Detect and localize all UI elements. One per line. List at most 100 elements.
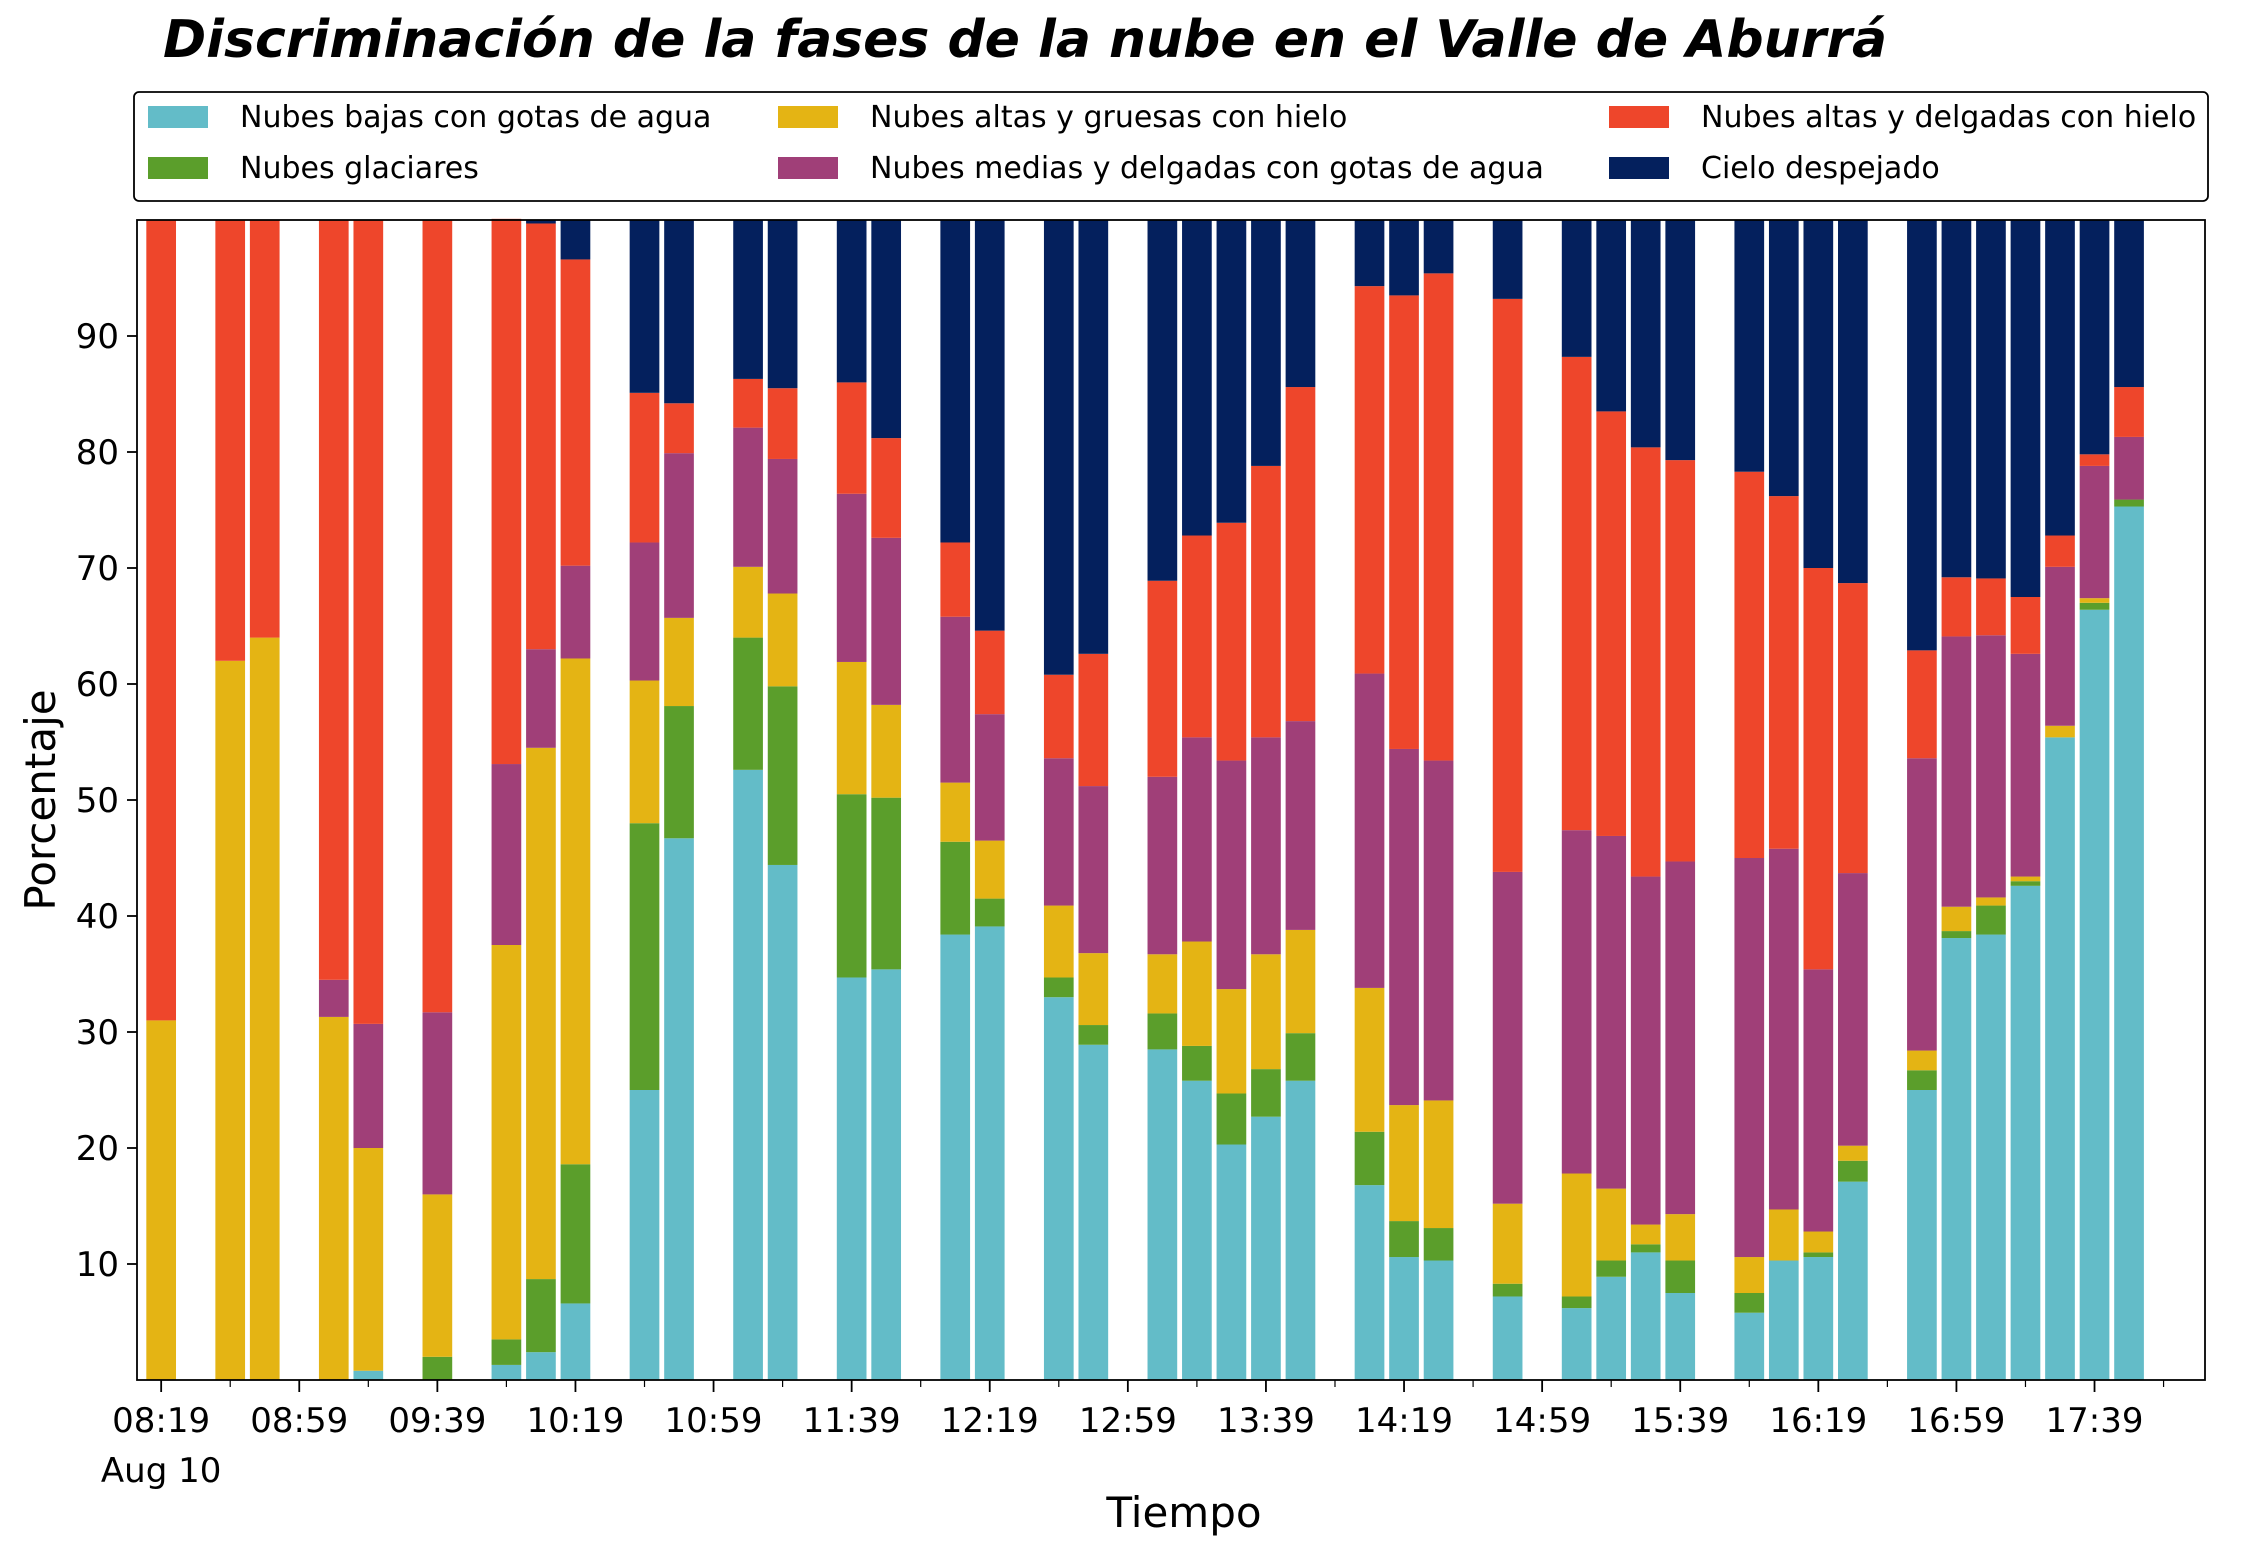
bar-segment-nubes-bajas-con-gotas-de-agua bbox=[353, 1370, 384, 1380]
legend-items: Nubes bajas con gotas de agua Nubes glaci… bbox=[148, 100, 2196, 186]
bar-group-1309 bbox=[1147, 220, 1178, 1380]
bar-group-1749 bbox=[2114, 220, 2144, 1380]
x-tick-label: 12:19 bbox=[941, 1401, 1039, 1441]
bar-segment-nubes-altas-y-gruesas-con-hielo bbox=[1803, 1231, 1834, 1253]
bar-segment-nubes-altas-y-delgadas-con-hielo bbox=[1182, 535, 1212, 738]
y-tick-label: 30 bbox=[76, 1013, 119, 1053]
x-tick-label: 16:59 bbox=[1907, 1401, 2005, 1441]
bar-segment-nubes-altas-y-delgadas-con-hielo bbox=[664, 403, 694, 454]
bar-segment-nubes-medias-y-delgadas-con-gotas-de-agua bbox=[1976, 635, 2006, 898]
bar-segment-nubes-medias-y-delgadas-con-gotas-de-agua bbox=[1665, 861, 1696, 1215]
legend: Nubes bajas con gotas de agua Nubes glaci… bbox=[133, 91, 2209, 202]
bar-group-1739 bbox=[2079, 220, 2110, 1380]
bar-segment-nubes-altas-y-delgadas-con-hielo bbox=[733, 378, 763, 428]
bar-segment-nubes-bajas-con-gotas-de-agua bbox=[1734, 1312, 1765, 1380]
bar-segment-nubes-bajas-con-gotas-de-agua bbox=[1147, 1049, 1178, 1380]
legend-label: Nubes glaciares bbox=[240, 151, 479, 186]
bar-segment-nubes-altas-y-delgadas-con-hielo bbox=[1147, 580, 1178, 777]
bar-segment-cielo-despejado bbox=[2114, 220, 2144, 388]
legend-swatch bbox=[1609, 157, 1669, 179]
bar-segment-nubes-altas-y-delgadas-con-hielo bbox=[2045, 535, 2075, 567]
bar-segment-nubes-altas-y-delgadas-con-hielo bbox=[1803, 568, 1834, 970]
bar-group-1109 bbox=[733, 220, 763, 1380]
bar-group-0939 bbox=[422, 220, 453, 1380]
x-axis: 08:19 08:59 09:39 10:19 10:59 11:39 12:19 12:59… bbox=[101, 1380, 2165, 1491]
y-tick-label: 20 bbox=[76, 1129, 119, 1169]
bar-segment-nubes-altas-y-gruesas-con-hielo bbox=[1665, 1214, 1696, 1261]
bar-segment-nubes-altas-y-delgadas-con-hielo bbox=[836, 382, 867, 494]
bar-segment-nubes-medias-y-delgadas-con-gotas-de-agua bbox=[1078, 786, 1109, 954]
bar-segment-nubes-bajas-con-gotas-de-agua bbox=[1561, 1308, 1592, 1380]
bar-group-0819 bbox=[146, 220, 177, 1380]
bar-segment-nubes-altas-y-delgadas-con-hielo bbox=[146, 220, 177, 1021]
bar-segment-nubes-glaciares bbox=[2114, 499, 2144, 507]
bar-group-1419 bbox=[1389, 220, 1419, 1380]
bar-segment-cielo-despejado bbox=[1665, 220, 1696, 461]
bar-segment-nubes-altas-y-delgadas-con-hielo bbox=[1078, 653, 1109, 787]
bar-group-1319 bbox=[1182, 220, 1212, 1380]
bar-segment-cielo-despejado bbox=[1078, 220, 1109, 654]
bar-segment-nubes-altas-y-gruesas-con-hielo bbox=[1976, 897, 2006, 906]
bar-segment-nubes-bajas-con-gotas-de-agua bbox=[1838, 1181, 1868, 1380]
bar-segment-nubes-bajas-con-gotas-de-agua bbox=[1803, 1257, 1834, 1380]
bar-group-1139 bbox=[836, 220, 867, 1380]
legend-entry-nubes-bajas-con-gotas-de-agua: Nubes bajas con gotas de agua bbox=[148, 100, 711, 135]
bar-segment-nubes-altas-y-gruesas-con-hielo bbox=[1078, 953, 1109, 1026]
bar-segment-nubes-bajas-con-gotas-de-agua bbox=[1630, 1252, 1661, 1380]
bar-segment-nubes-bajas-con-gotas-de-agua bbox=[2114, 506, 2144, 1380]
bar-segment-nubes-altas-y-gruesas-con-hielo bbox=[422, 1194, 453, 1357]
bar-segment-nubes-bajas-con-gotas-de-agua bbox=[1907, 1090, 1937, 1380]
bar-segment-cielo-despejado bbox=[1596, 220, 1627, 412]
bar-segment-nubes-medias-y-delgadas-con-gotas-de-agua bbox=[1734, 858, 1765, 1258]
y-tick-label: 60 bbox=[76, 665, 119, 705]
bar-segment-nubes-altas-y-delgadas-con-hielo bbox=[629, 392, 660, 543]
bar-segment-nubes-glaciares bbox=[1423, 1228, 1454, 1261]
bar-segment-nubes-medias-y-delgadas-con-gotas-de-agua bbox=[2114, 436, 2144, 500]
bar-segment-nubes-glaciares bbox=[871, 797, 902, 970]
bar-segment-nubes-altas-y-gruesas-con-hielo bbox=[1561, 1173, 1592, 1297]
x-tick-label: 08:59 bbox=[250, 1401, 348, 1441]
bar-segment-nubes-altas-y-gruesas-con-hielo bbox=[1907, 1050, 1937, 1071]
bar-segment-cielo-despejado bbox=[1147, 220, 1178, 581]
y-tick-label: 50 bbox=[76, 781, 119, 821]
bar-segment-nubes-glaciares bbox=[836, 794, 867, 978]
bar-group-1529 bbox=[1630, 220, 1661, 1380]
legend-swatch bbox=[148, 106, 208, 128]
bar-segment-nubes-altas-y-delgadas-con-hielo bbox=[353, 220, 384, 1024]
bar-segment-cielo-despejado bbox=[1734, 220, 1765, 472]
bar-segment-cielo-despejado bbox=[767, 220, 798, 389]
bar-segment-cielo-despejado bbox=[974, 220, 1005, 631]
bar-segment-nubes-altas-y-delgadas-con-hielo bbox=[249, 220, 280, 638]
bar-segment-nubes-bajas-con-gotas-de-agua bbox=[1423, 1260, 1454, 1380]
y-tick-label: 10 bbox=[76, 1245, 119, 1285]
bar-segment-nubes-medias-y-delgadas-con-gotas-de-agua bbox=[1423, 760, 1454, 1101]
bar-segment-nubes-medias-y-delgadas-con-gotas-de-agua bbox=[1561, 830, 1592, 1174]
x-tick-label: 10:59 bbox=[665, 1401, 763, 1441]
bar-segment-nubes-bajas-con-gotas-de-agua bbox=[836, 977, 867, 1380]
bar-segment-nubes-altas-y-gruesas-con-hielo bbox=[836, 661, 867, 795]
x-tick-label: 16:19 bbox=[1769, 1401, 1867, 1441]
bar-segment-nubes-medias-y-delgadas-con-gotas-de-agua bbox=[836, 493, 867, 662]
bar-segment-nubes-medias-y-delgadas-con-gotas-de-agua bbox=[1803, 969, 1834, 1232]
bar-segment-nubes-altas-y-gruesas-con-hielo bbox=[1492, 1203, 1523, 1284]
legend-frame bbox=[133, 91, 2209, 202]
bar-segment-cielo-despejado bbox=[1492, 220, 1523, 299]
bar-segment-nubes-altas-y-gruesas-con-hielo bbox=[526, 747, 556, 1280]
bar-segment-nubes-glaciares bbox=[664, 706, 694, 839]
bar-segment-cielo-despejado bbox=[1838, 220, 1868, 584]
x-axis-label: Tiempo bbox=[1105, 1488, 1261, 1537]
bar-segment-nubes-glaciares bbox=[1182, 1045, 1212, 1081]
bar-segment-nubes-altas-y-gruesas-con-hielo bbox=[146, 1020, 177, 1380]
bar-segment-nubes-bajas-con-gotas-de-agua bbox=[1251, 1116, 1281, 1380]
bar-segment-nubes-glaciares bbox=[2079, 602, 2110, 610]
bar-segment-nubes-bajas-con-gotas-de-agua bbox=[1043, 997, 1074, 1380]
bar-segment-nubes-altas-y-gruesas-con-hielo bbox=[1941, 906, 1972, 932]
bar-segment-nubes-altas-y-gruesas-con-hielo bbox=[940, 782, 971, 842]
bar-group-1619 bbox=[1803, 220, 1834, 1380]
bar-segment-nubes-glaciares bbox=[526, 1279, 556, 1353]
bar-segment-nubes-bajas-con-gotas-de-agua bbox=[940, 934, 971, 1380]
bar-segment-cielo-despejado bbox=[1389, 220, 1419, 296]
bar-segment-cielo-despejado bbox=[629, 220, 660, 393]
bar-segment-nubes-medias-y-delgadas-con-gotas-de-agua bbox=[1043, 758, 1074, 906]
chart-title: Discriminación de la fases de la nube en… bbox=[163, 10, 1887, 70]
